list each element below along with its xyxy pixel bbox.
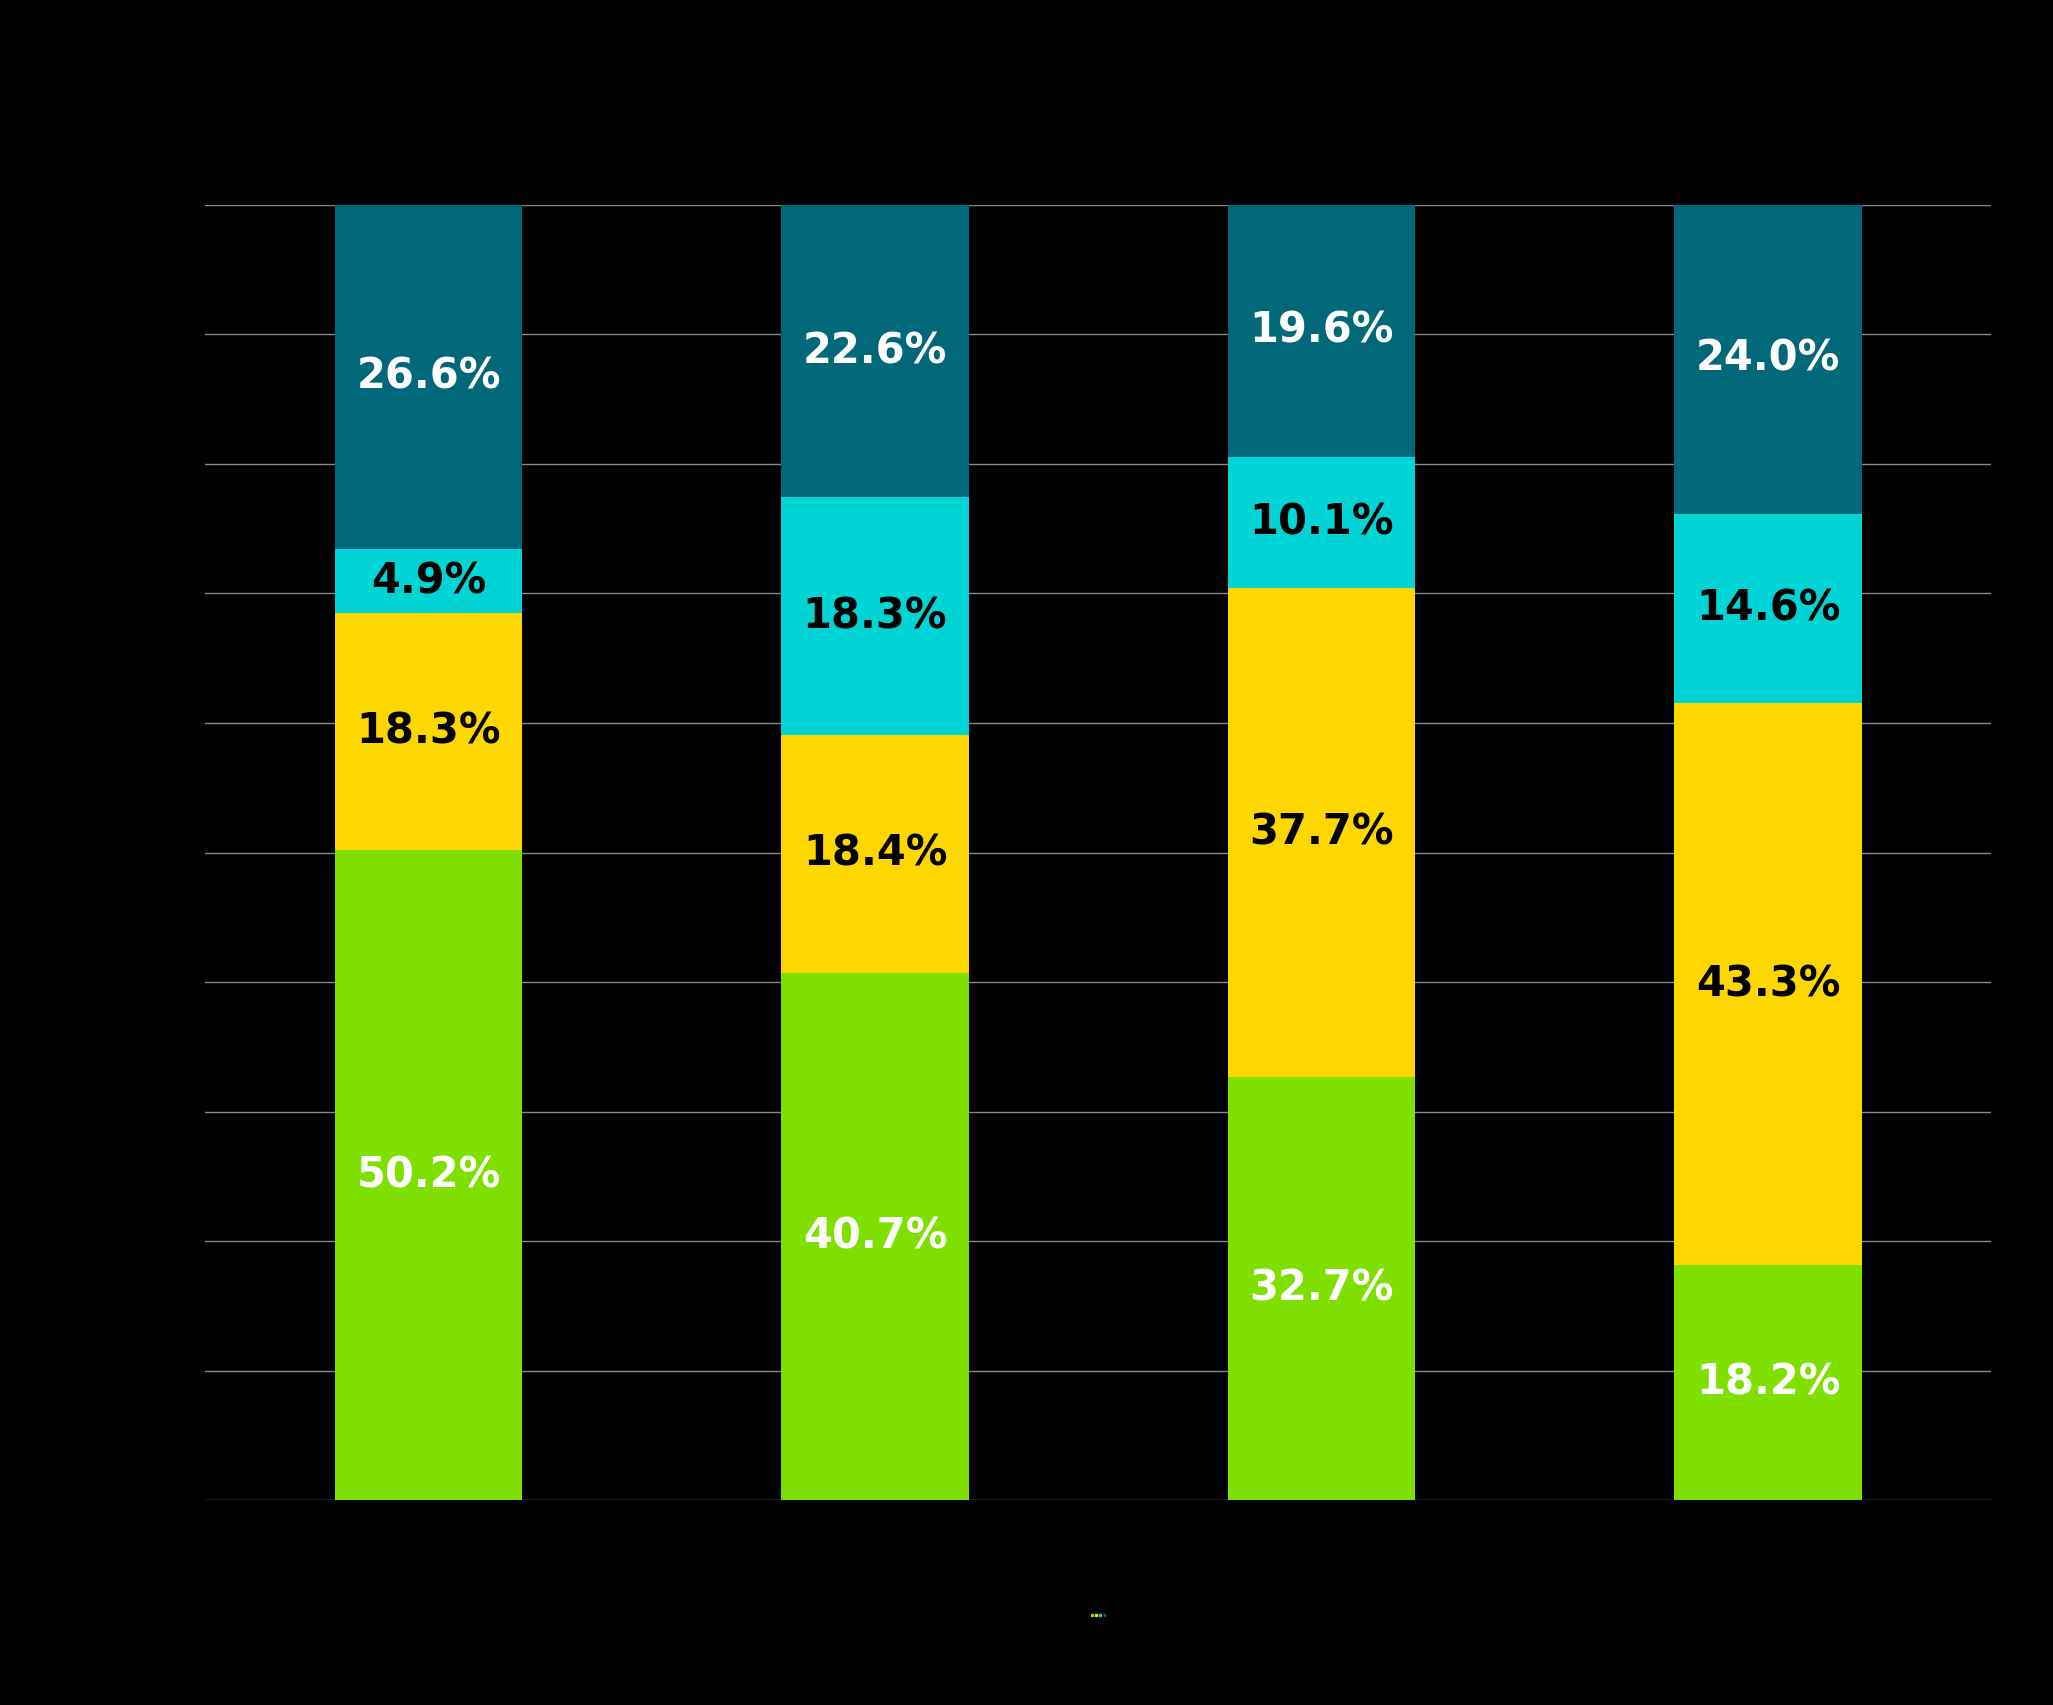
Bar: [1228, 1076, 1415, 1500]
Text: 10.1%: 10.1%: [1250, 501, 1394, 544]
Text: 50.2%: 50.2%: [357, 1154, 501, 1197]
Text: 32.7%: 32.7%: [1250, 1267, 1394, 1309]
Text: 4.9%: 4.9%: [372, 559, 487, 602]
Bar: [1675, 515, 1862, 704]
Bar: [335, 205, 521, 549]
Bar: [782, 205, 969, 498]
Bar: [335, 549, 521, 612]
Bar: [335, 612, 521, 849]
Bar: [782, 974, 969, 1500]
Bar: [1675, 203, 1862, 515]
Text: 40.7%: 40.7%: [803, 1216, 946, 1258]
Bar: [782, 735, 969, 974]
Text: 14.6%: 14.6%: [1696, 588, 1839, 629]
Text: 18.4%: 18.4%: [803, 832, 946, 875]
Bar: [335, 849, 521, 1500]
Text: 26.6%: 26.6%: [357, 356, 501, 397]
Text: 19.6%: 19.6%: [1250, 309, 1394, 351]
Bar: [782, 498, 969, 735]
Bar: [1228, 203, 1415, 457]
Text: 18.3%: 18.3%: [357, 711, 501, 752]
Text: 18.2%: 18.2%: [1696, 1362, 1839, 1403]
Text: 22.6%: 22.6%: [803, 331, 946, 372]
Text: 24.0%: 24.0%: [1696, 338, 1839, 380]
Bar: [1675, 1265, 1862, 1500]
Bar: [1675, 704, 1862, 1265]
Bar: [1228, 588, 1415, 1076]
Bar: [1228, 457, 1415, 588]
Text: 43.3%: 43.3%: [1696, 963, 1839, 1004]
Text: 37.7%: 37.7%: [1250, 812, 1394, 854]
Legend: , , , : , , ,: [1090, 1615, 1107, 1616]
Text: 18.3%: 18.3%: [803, 595, 946, 638]
